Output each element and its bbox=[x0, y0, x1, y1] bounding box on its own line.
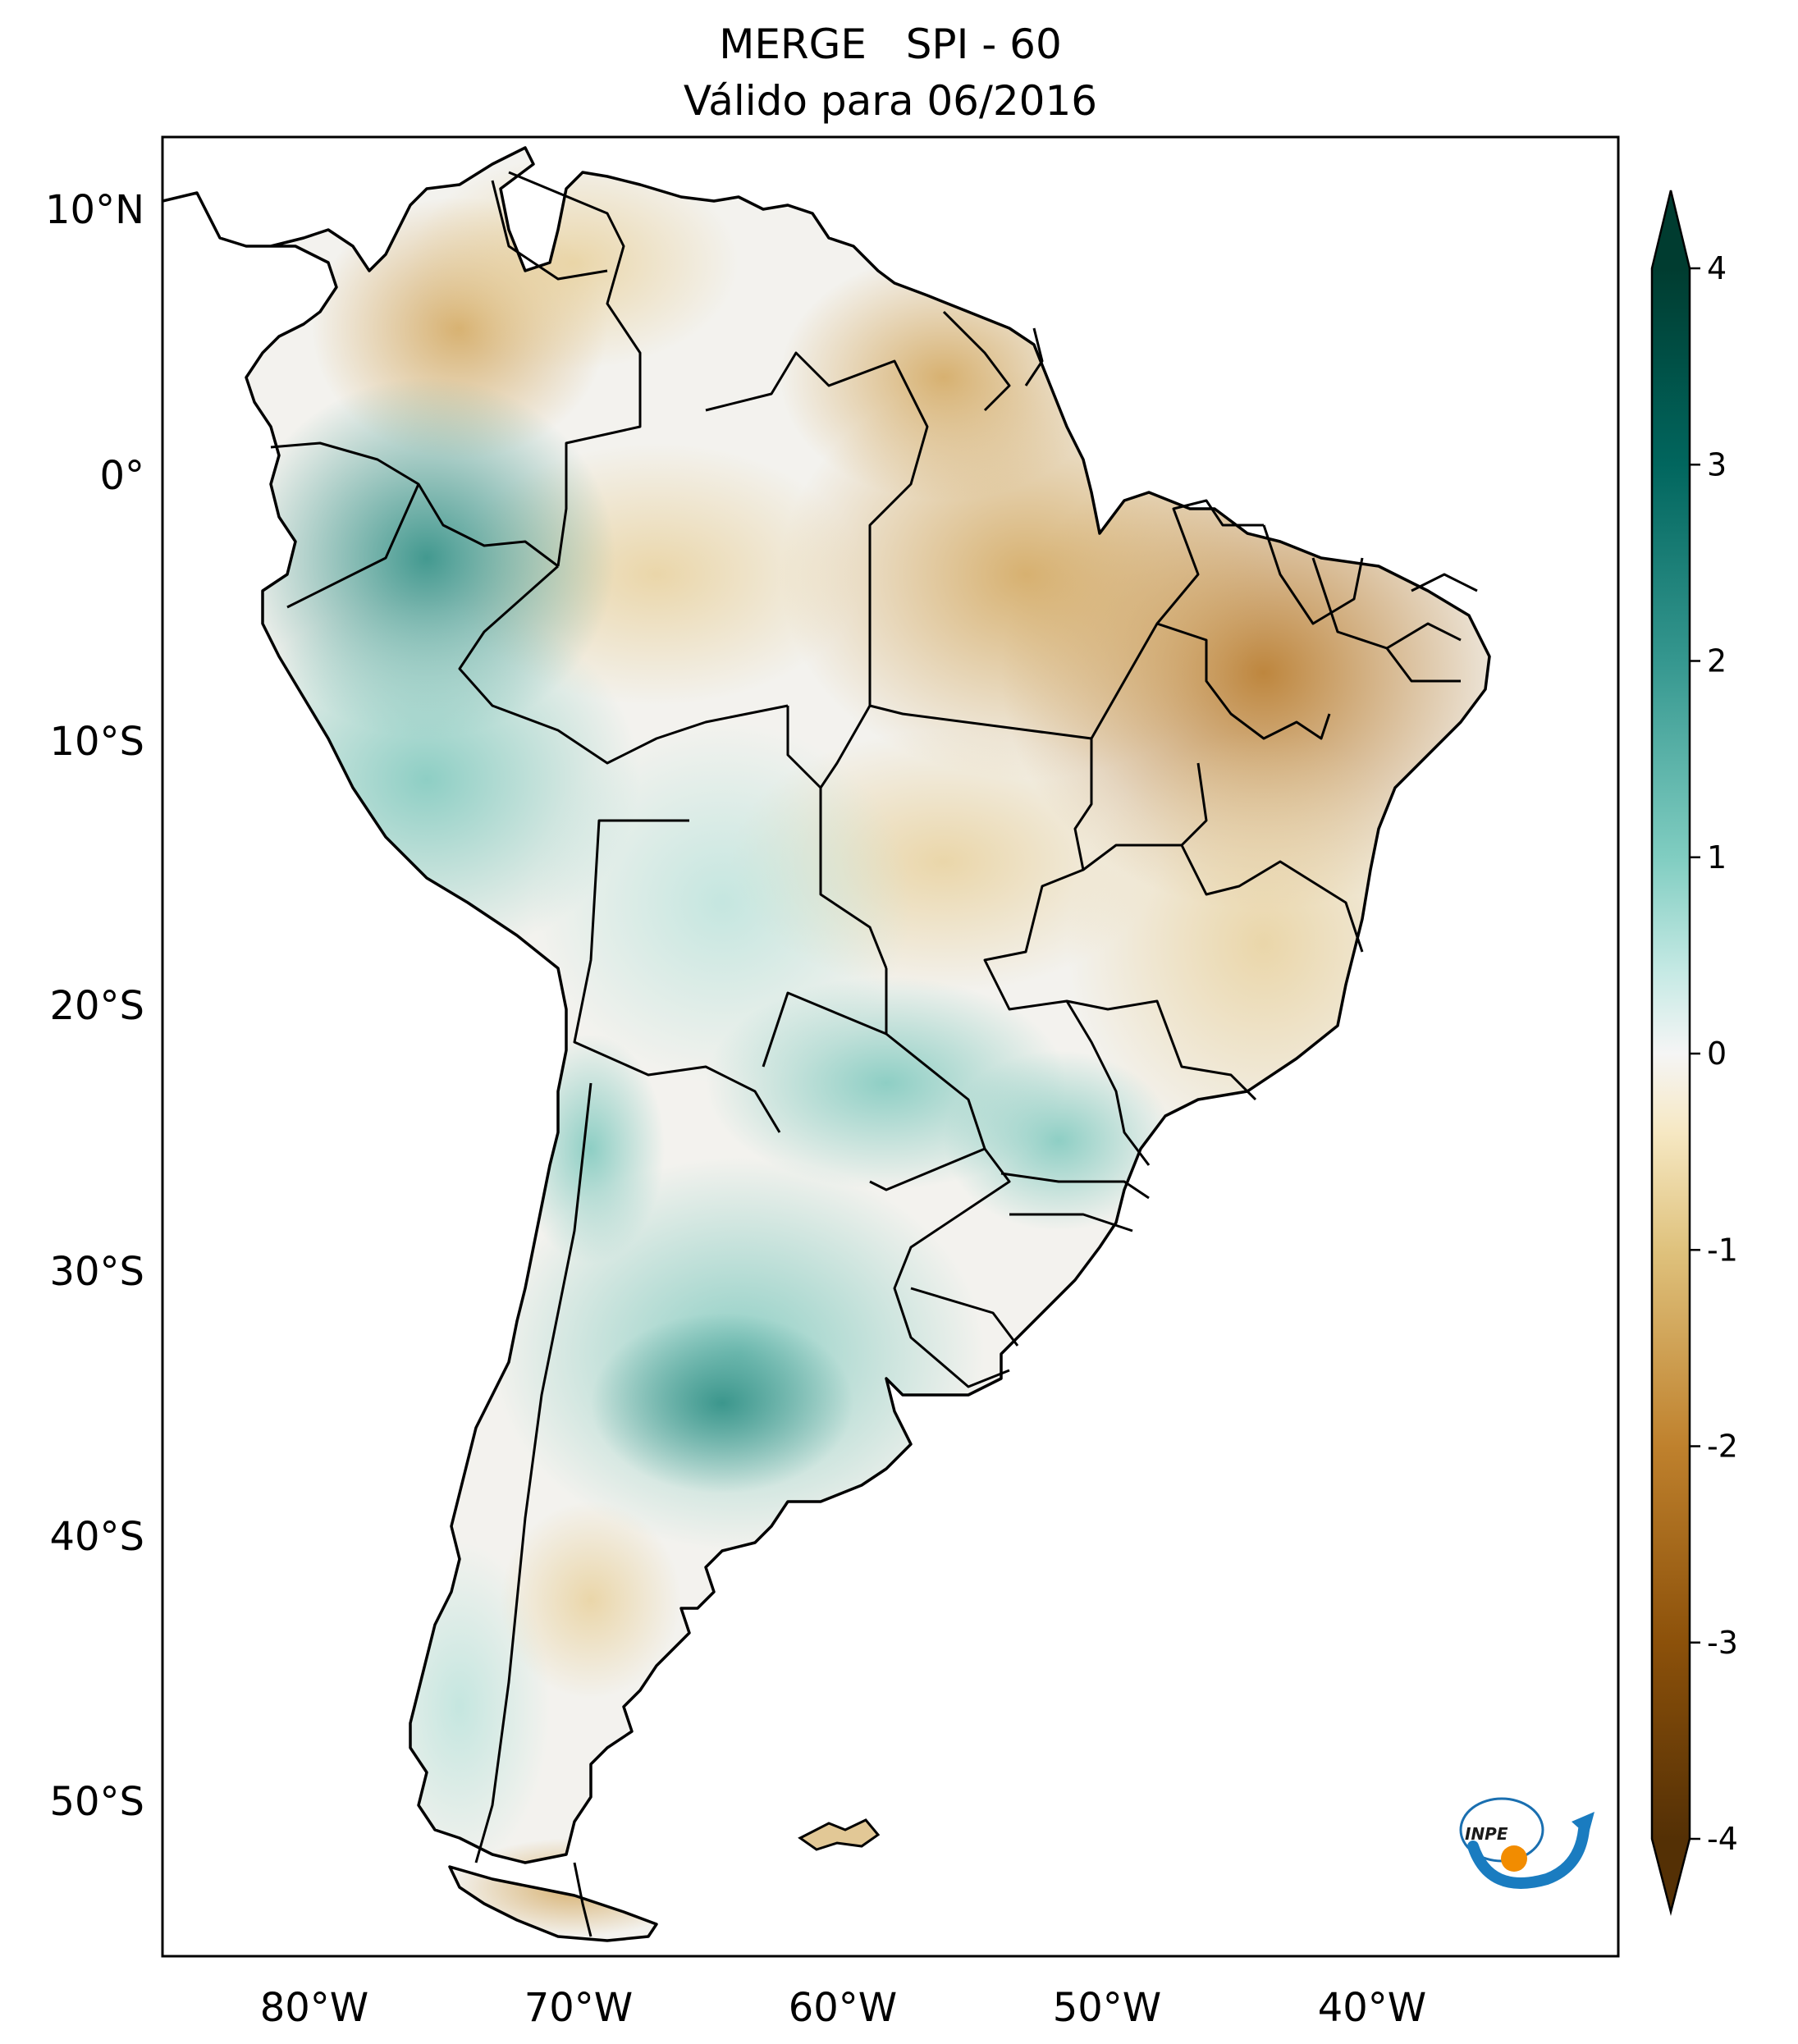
border-piaui-ceara bbox=[1262, 524, 1364, 625]
logo-arrow-icon bbox=[1572, 1812, 1594, 1836]
lat-label-40s: 40°S bbox=[49, 1514, 144, 1560]
spi-region-patagonia bbox=[501, 1502, 681, 1699]
colorbar: 4 3 2 1 0 -1 -2 -3 -4 bbox=[1650, 190, 1738, 1916]
spi-region-northwest-argentina bbox=[517, 1034, 665, 1264]
logo-sun-icon bbox=[1501, 1845, 1527, 1872]
inpe-logo: INPE bbox=[1459, 1797, 1594, 1889]
latitude-labels: 10°N 0° 10°S 20°S 30°S 40°S 50°S bbox=[45, 187, 144, 1825]
lon-label-50w: 50°W bbox=[1053, 1985, 1162, 2031]
border-suriname-guyana bbox=[942, 310, 1011, 412]
border-paraiba bbox=[1411, 573, 1478, 592]
plot-frame bbox=[161, 135, 1620, 1958]
map-title: MERGE SPI - 60 bbox=[719, 21, 1062, 68]
colorbar-tick-label: 4 bbox=[1707, 250, 1727, 286]
border-minas-bahia bbox=[1180, 844, 1364, 953]
lat-label-10s: 10°S bbox=[49, 719, 144, 765]
spi-region-pampas bbox=[591, 1313, 853, 1493]
colorbar-extend-max-icon bbox=[1652, 190, 1690, 268]
border-amazonas-para bbox=[705, 351, 1092, 740]
border-rio-grande-do-sul bbox=[910, 1287, 1019, 1347]
border-bolivia-brazil bbox=[786, 706, 888, 969]
border-colombia-brazil-venezuela bbox=[508, 171, 642, 567]
border-colombia-ecuador-peru bbox=[270, 441, 559, 568]
coastline bbox=[162, 146, 1491, 1942]
border-tierra-del-fuego bbox=[573, 1862, 592, 1937]
colorbar-tick-label: -2 bbox=[1707, 1429, 1738, 1465]
colorbar-labels: 4 3 2 1 0 -1 -2 -3 -4 bbox=[1707, 250, 1738, 1857]
colorbar-tick-label: -1 bbox=[1707, 1232, 1738, 1268]
lon-label-70w: 70°W bbox=[524, 1985, 634, 2031]
colorbar-gradient bbox=[1652, 268, 1690, 1839]
border-santa-catarina-rs bbox=[1009, 1213, 1133, 1232]
spi-region-venezuela bbox=[410, 156, 739, 369]
colorbar-extend-min-icon bbox=[1652, 1839, 1690, 1912]
falkland-islands bbox=[798, 1818, 881, 1851]
lat-label-30s: 30°S bbox=[49, 1249, 144, 1295]
border-brazil-central-states bbox=[983, 738, 1257, 1101]
map-subtitle: Válido para 06/2016 bbox=[683, 77, 1098, 125]
border-alagoas bbox=[1385, 647, 1461, 683]
border-bolivia-peru-chile bbox=[573, 819, 781, 1133]
lat-label-50s: 50°S bbox=[49, 1779, 144, 1825]
logo-text: INPE bbox=[1465, 1824, 1508, 1844]
plot-area: INPE bbox=[162, 146, 1594, 1942]
lat-label-20s: 20°S bbox=[49, 983, 144, 1029]
country-and-state-borders bbox=[270, 171, 1478, 1937]
border-french-guiana bbox=[1024, 327, 1044, 386]
border-tocantins-maranhao bbox=[1090, 499, 1264, 739]
lat-label-0: 0° bbox=[99, 453, 144, 499]
border-argentina-brazil-uruguay bbox=[893, 1148, 1011, 1388]
border-parana-santa-catarina bbox=[1000, 1172, 1150, 1200]
border-rondonia bbox=[819, 705, 872, 789]
colorbar-tick-label: 1 bbox=[1707, 839, 1727, 876]
longitude-labels: 80°W 70°W 60°W 50°W 40°W bbox=[260, 1985, 1427, 2031]
border-bahia-north bbox=[1156, 622, 1331, 740]
spi-region-guianas bbox=[780, 254, 1108, 501]
colorbar-tick-label: 0 bbox=[1707, 1036, 1727, 1072]
lon-label-80w: 80°W bbox=[260, 1985, 369, 2031]
colorbar-tick-label: -3 bbox=[1707, 1625, 1738, 1661]
border-ecuador-peru bbox=[286, 483, 420, 609]
border-sao-paulo bbox=[1065, 1000, 1151, 1166]
lon-label-60w: 60°W bbox=[789, 1985, 898, 2031]
colorbar-ticks bbox=[1690, 267, 1700, 1841]
lat-label-10n: 10°N bbox=[45, 187, 144, 233]
lon-label-40w: 40°W bbox=[1318, 1985, 1427, 2031]
border-venezuela-colombia bbox=[491, 180, 608, 281]
logo-swoosh-icon bbox=[1467, 1824, 1590, 1889]
border-peru-brazil bbox=[458, 565, 789, 765]
colorbar-tick-label: 3 bbox=[1707, 446, 1727, 482]
colorbar-tick-label: 2 bbox=[1707, 643, 1727, 679]
colorbar-tick-label: -4 bbox=[1707, 1821, 1738, 1857]
border-bolivia-paraguay bbox=[762, 968, 888, 1068]
spi-field bbox=[213, 156, 1489, 1937]
border-chile-argentina bbox=[474, 1082, 592, 1863]
